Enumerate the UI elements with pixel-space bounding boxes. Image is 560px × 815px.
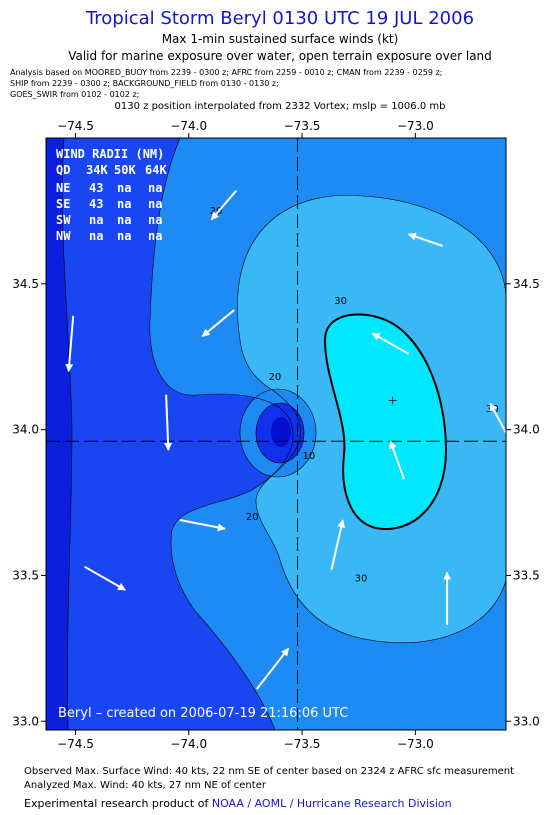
lat-label-left: 34.5 bbox=[12, 277, 39, 291]
radii-cell: na bbox=[117, 197, 131, 211]
radii-cell: na bbox=[117, 229, 131, 243]
wind-field: 20302010203030 WIND RADII (NM) QD34K50K6… bbox=[46, 138, 506, 730]
radii-cell: 43 bbox=[89, 197, 103, 211]
analyzed-max-wind: Analyzed Max. Wind: 40 kts, 27 nm NE of … bbox=[24, 780, 266, 791]
wind-band-40 bbox=[325, 314, 446, 530]
radii-cell: na bbox=[148, 229, 162, 243]
source-line-3: GOES_SWIR from 0102 - 0102 z; bbox=[10, 90, 140, 99]
max-wind-marker bbox=[388, 396, 397, 405]
axis-tick-labels: −74.5 −74.5 −74.0 −74.0 −73.5 −73.5 −73.0 −73.0… bbox=[12, 119, 539, 751]
wind-vector bbox=[389, 440, 405, 480]
center-crosshair bbox=[46, 138, 506, 730]
contour-label: 30 bbox=[334, 296, 347, 307]
product-prefix: Experimental research product of bbox=[24, 797, 212, 810]
radii-cell: na bbox=[89, 213, 103, 227]
contour-label: 10 bbox=[302, 451, 315, 462]
wind-vector bbox=[407, 232, 443, 247]
exposure-note: Valid for marine exposure over water, op… bbox=[68, 49, 492, 63]
wind-vector bbox=[210, 189, 238, 221]
lon-label-top: −74.5 bbox=[57, 119, 94, 133]
radii-title: WIND RADII (NM) bbox=[56, 147, 164, 161]
radii-header: 64K bbox=[145, 163, 167, 177]
eye-core bbox=[271, 417, 291, 447]
lon-label-bottom: −74.0 bbox=[170, 737, 207, 751]
radii-header: 34K bbox=[86, 163, 108, 177]
lon-label-bottom: −73.0 bbox=[397, 737, 434, 751]
map-subtitle: Max 1-min sustained surface winds (kt) bbox=[161, 32, 399, 46]
lon-label-bottom: −73.5 bbox=[284, 737, 321, 751]
lon-label-top: −73.0 bbox=[397, 119, 434, 133]
lat-label-right: 34.5 bbox=[513, 277, 540, 291]
wind-vector bbox=[164, 394, 173, 451]
lat-label-right: 33.0 bbox=[513, 714, 540, 728]
contour-label: 30 bbox=[355, 573, 368, 584]
lat-label-left: 34.0 bbox=[12, 423, 39, 437]
radii-header: 50K bbox=[114, 163, 136, 177]
radii-cell: na bbox=[89, 229, 103, 243]
lon-label-top: −74.0 bbox=[170, 119, 207, 133]
product-credit: Experimental research product of NOAA / … bbox=[24, 797, 452, 810]
radii-cell: na bbox=[117, 213, 131, 227]
source-line-2: SHIP from 2239 - 0300 z; BACKGROUND_FIEL… bbox=[10, 79, 279, 88]
position-note: 0130 z position interpolated from 2332 V… bbox=[114, 101, 446, 112]
contour-label: 20 bbox=[268, 372, 281, 383]
radii-cell: na bbox=[117, 181, 131, 195]
wind-vector bbox=[330, 519, 346, 570]
wind-vector bbox=[84, 565, 127, 591]
wind-vector bbox=[179, 519, 226, 532]
contour-label: 20 bbox=[246, 512, 259, 523]
wind-vector bbox=[201, 309, 235, 338]
lon-label-top: −73.5 bbox=[284, 119, 321, 133]
lat-label-left: 33.0 bbox=[12, 714, 39, 728]
wind-vector bbox=[489, 402, 506, 434]
source-line-1: Analysis based on MOORED_BUOY from 2239 … bbox=[10, 68, 443, 77]
radii-cell: NE bbox=[56, 181, 70, 195]
wind-vector bbox=[371, 332, 410, 355]
axis-ticks bbox=[41, 133, 511, 735]
map-frame bbox=[45, 137, 507, 731]
contour-lines bbox=[62, 138, 506, 730]
radii-cell: SW bbox=[56, 213, 71, 227]
radii-header: QD bbox=[56, 163, 70, 177]
lat-label-right: 33.5 bbox=[513, 568, 540, 582]
contour-label: 20 bbox=[210, 206, 223, 217]
radii-cell: na bbox=[148, 181, 162, 195]
wind-vector bbox=[255, 647, 290, 690]
contour-40kt bbox=[323, 313, 448, 530]
map-title: Tropical Storm Beryl 0130 UTC 19 JUL 200… bbox=[85, 8, 475, 29]
wind-vectors bbox=[65, 189, 506, 690]
lat-label-right: 34.0 bbox=[513, 423, 540, 437]
radii-cell: 43 bbox=[89, 181, 103, 195]
hrd-link[interactable]: NOAA / AOML / Hurricane Research Divisio… bbox=[211, 797, 452, 810]
lat-label-left: 33.5 bbox=[12, 568, 39, 582]
radii-cell: NW bbox=[56, 229, 71, 243]
wind-band-edge bbox=[46, 138, 72, 730]
radii-cell: na bbox=[148, 197, 162, 211]
radii-cell: na bbox=[148, 213, 162, 227]
created-stamp: Beryl – created on 2006-07-19 21:16:06 U… bbox=[58, 706, 348, 721]
lon-label-bottom: −74.5 bbox=[57, 737, 94, 751]
wind-vector bbox=[65, 315, 75, 373]
radii-cell: SE bbox=[56, 197, 70, 211]
observed-max-wind: Observed Max. Surface Wind: 40 kts, 22 n… bbox=[24, 766, 515, 777]
